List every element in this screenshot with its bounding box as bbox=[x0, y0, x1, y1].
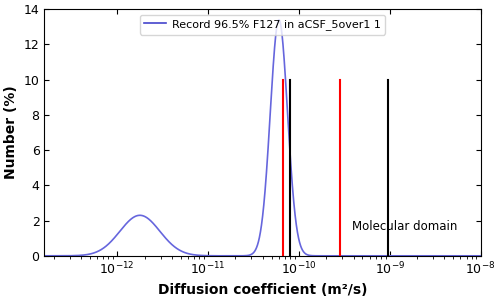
Text: Molecular domain: Molecular domain bbox=[352, 220, 457, 233]
Legend: Record 96.5% F127 in aCSF_5over1 1: Record 96.5% F127 in aCSF_5over1 1 bbox=[140, 15, 386, 35]
Y-axis label: Number (%): Number (%) bbox=[4, 85, 18, 179]
X-axis label: Diffusion coefficient (m²/s): Diffusion coefficient (m²/s) bbox=[158, 283, 368, 297]
